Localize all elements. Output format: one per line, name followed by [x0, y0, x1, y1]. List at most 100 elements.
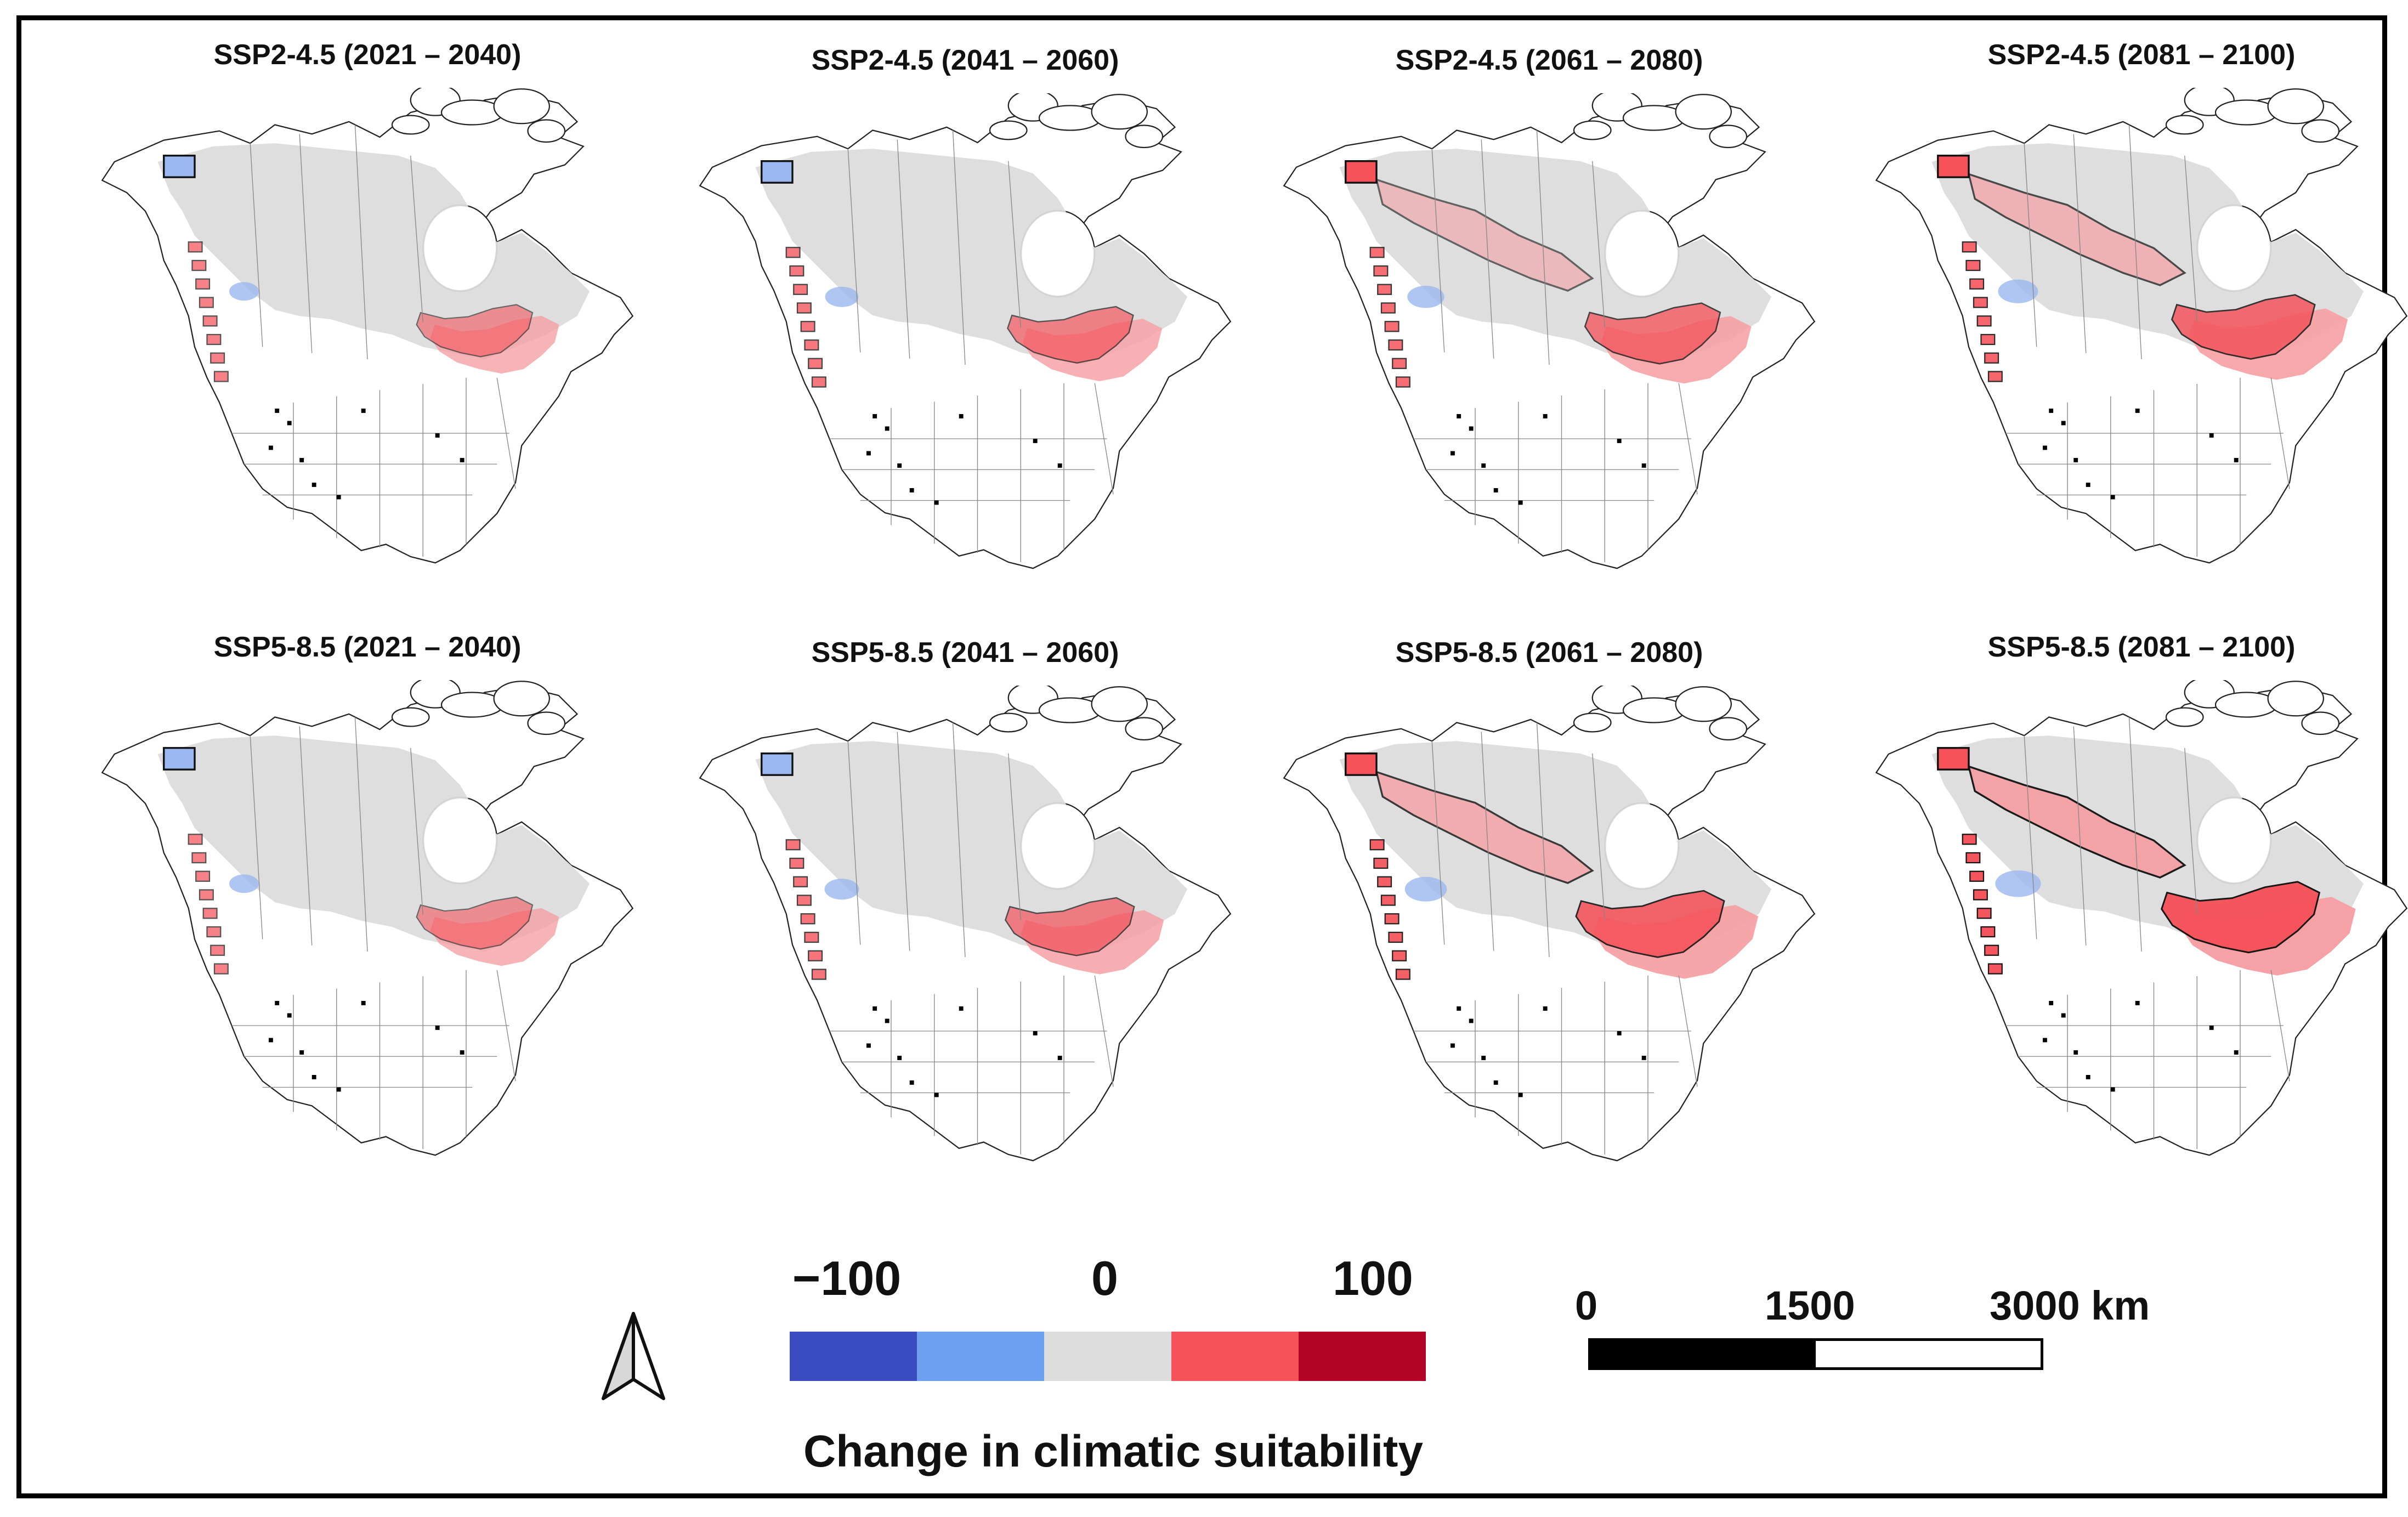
occurrence-point [311, 483, 316, 487]
arctic-island [2301, 119, 2340, 143]
arctic-island [391, 707, 430, 727]
occurrence-point [1057, 1056, 1062, 1060]
north-america-map [1875, 88, 2408, 564]
coastal-patch [1969, 870, 1985, 882]
state-boundaries [2005, 970, 2290, 1149]
occurrence-point [269, 445, 273, 450]
gain-region [1007, 305, 1134, 364]
legend-title: Change in climatic suitability [803, 1427, 1424, 1476]
coastal-patch [1987, 963, 2003, 975]
occurrence-point [1057, 463, 1062, 468]
gain-region-group [1575, 890, 1759, 979]
occurrence-point [2061, 1013, 2066, 1018]
gain-region [2171, 294, 2316, 360]
coastal-patch [213, 963, 229, 975]
arctic-island [527, 711, 566, 735]
occurrence-point [1641, 1056, 1646, 1060]
state-boundaries [829, 383, 1114, 562]
occurrence-point [2073, 458, 2078, 462]
occurrence-point [897, 1056, 902, 1060]
coastal-patch [1384, 913, 1400, 925]
coastal-patch [199, 297, 214, 308]
occurrence-point [2135, 409, 2140, 413]
coastal-patch [1392, 950, 1407, 961]
north-america-map [699, 93, 1232, 569]
occurrence-point [336, 1087, 341, 1092]
coastal-patch [811, 969, 826, 980]
province-boundaries [2024, 124, 2197, 360]
gain-region [1005, 897, 1135, 956]
occurrence-point [361, 1001, 366, 1005]
occurrence-point [1481, 1056, 1486, 1060]
panel-title: SSP5-8.5 (2081 – 2100) [1987, 631, 2296, 663]
coastal-patch [188, 834, 203, 845]
gain-region [1584, 302, 1721, 365]
north-america-map [1283, 686, 1816, 1162]
gain-region [1575, 890, 1725, 958]
occurrence-point [1493, 1080, 1498, 1085]
state-boundaries [2005, 377, 2290, 557]
gain-region [416, 896, 534, 950]
coastal-patch [789, 857, 804, 869]
coastal-patch [1987, 371, 2003, 382]
occurrence-point [934, 1093, 939, 1097]
coastal-patch [1984, 352, 1999, 364]
occurrence-point [959, 414, 964, 418]
colorbar-segment [917, 1332, 1044, 1381]
loss-patch [229, 282, 259, 301]
coastal-patch [1973, 889, 1988, 901]
arctic-island [1573, 712, 1612, 733]
loss-patch [825, 286, 859, 307]
coastal-patch [202, 315, 218, 327]
coastal-patch [213, 371, 229, 382]
coastal-patch [1369, 247, 1385, 258]
occurrence-point [872, 414, 877, 418]
coastal-patch [1980, 333, 1996, 346]
arctic-island [493, 681, 550, 717]
occurrence-point [460, 1050, 464, 1055]
panel-title: SSP2-4.5 (2041 – 2060) [811, 44, 1119, 76]
state-boundaries [1413, 975, 1698, 1154]
occurrence-point [885, 426, 889, 431]
alaska-patch [1345, 752, 1378, 776]
loss-patch [1998, 279, 2038, 303]
coastal-patch [800, 321, 815, 332]
coastal-patch [195, 278, 211, 290]
coastal-patch [210, 352, 225, 364]
occurrence-point [1493, 488, 1498, 493]
occurrence-point [2073, 1050, 2078, 1055]
hudson-bay-fill [424, 206, 496, 290]
arctic-island [1675, 686, 1732, 722]
alaska-patch [761, 160, 794, 184]
occurrence-point [2061, 421, 2066, 426]
occurrence-point [2234, 1050, 2239, 1055]
occurrence-point [866, 1043, 871, 1048]
coastal-patch [1369, 839, 1385, 851]
coastal-patch [1395, 969, 1410, 980]
occurrence-point [435, 1026, 440, 1030]
occurrence-point [2086, 1075, 2090, 1079]
occurrence-point [1641, 463, 1646, 468]
state-boundaries [829, 975, 1114, 1154]
occurrence-point [2234, 458, 2239, 462]
occurrence-point [872, 1006, 877, 1011]
loss-patch [824, 879, 859, 900]
coastal-patch [1392, 358, 1407, 369]
north-america-map [699, 686, 1232, 1162]
north-arrow-icon [602, 1312, 665, 1400]
map-panel: SSP5-8.5 (2081 – 2100) [1856, 631, 2408, 1179]
arctic-island [493, 88, 550, 124]
coastal-patch [1388, 931, 1403, 943]
occurrence-point [885, 1018, 889, 1023]
map-panel: SSP5-8.5 (2041 – 2060) [680, 636, 1250, 1185]
gain-region-group [2171, 294, 2348, 380]
occurrence-point [897, 463, 902, 468]
legend-min-label: −100 [792, 1251, 902, 1305]
coastal-patch [1962, 834, 1977, 845]
colorbar-segment [1044, 1332, 1171, 1381]
scale-label-0: 0 [1575, 1283, 1598, 1328]
hudson-bay-fill [1022, 212, 1093, 296]
northern-gain-region [1375, 770, 1594, 884]
range-zone [157, 735, 590, 952]
gain-region-group [2161, 881, 2356, 976]
